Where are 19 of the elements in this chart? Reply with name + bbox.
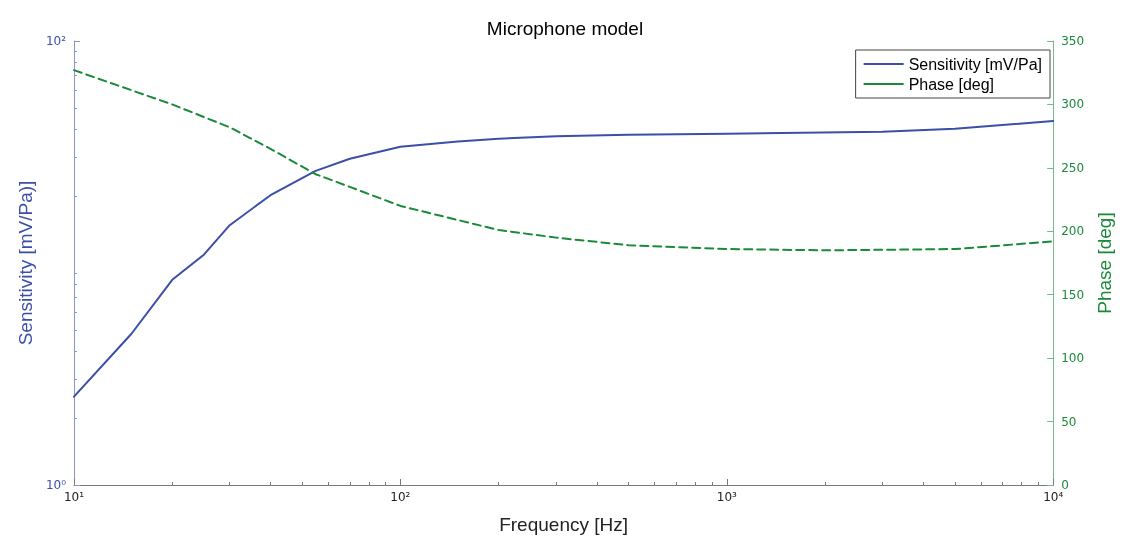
y-axis-title: Sensitivity [mV/Pa)] xyxy=(15,180,36,346)
y2-tick-label: 250 xyxy=(1061,160,1085,175)
y2-tick-label: 150 xyxy=(1061,287,1085,302)
x-tick-label: 10³ xyxy=(716,490,738,504)
y2-tick-label: 200 xyxy=(1061,224,1085,239)
chart-title: Microphone model xyxy=(486,18,644,39)
legend-label: Phase [deg] xyxy=(908,75,995,93)
y2-axis-title: Phase [deg] xyxy=(1094,212,1115,314)
x-tick-label: 10² xyxy=(390,490,411,504)
y2-tick-label: 0 xyxy=(1061,478,1069,492)
x-axis-title: Frequency [Hz] xyxy=(499,514,628,535)
y2-tick-label: 350 xyxy=(1061,34,1085,48)
y2-tick-label: 50 xyxy=(1061,414,1077,429)
y2-tick-label: 300 xyxy=(1061,97,1085,112)
x-tick-label: 10¹ xyxy=(63,490,85,504)
x-tick-label: 10⁴ xyxy=(1043,490,1064,504)
y2-tick-label: 100 xyxy=(1061,351,1085,366)
legend-label: Sensitivity [mV/Pa] xyxy=(908,55,1042,73)
y-tick-label: 10⁰ xyxy=(45,478,67,492)
